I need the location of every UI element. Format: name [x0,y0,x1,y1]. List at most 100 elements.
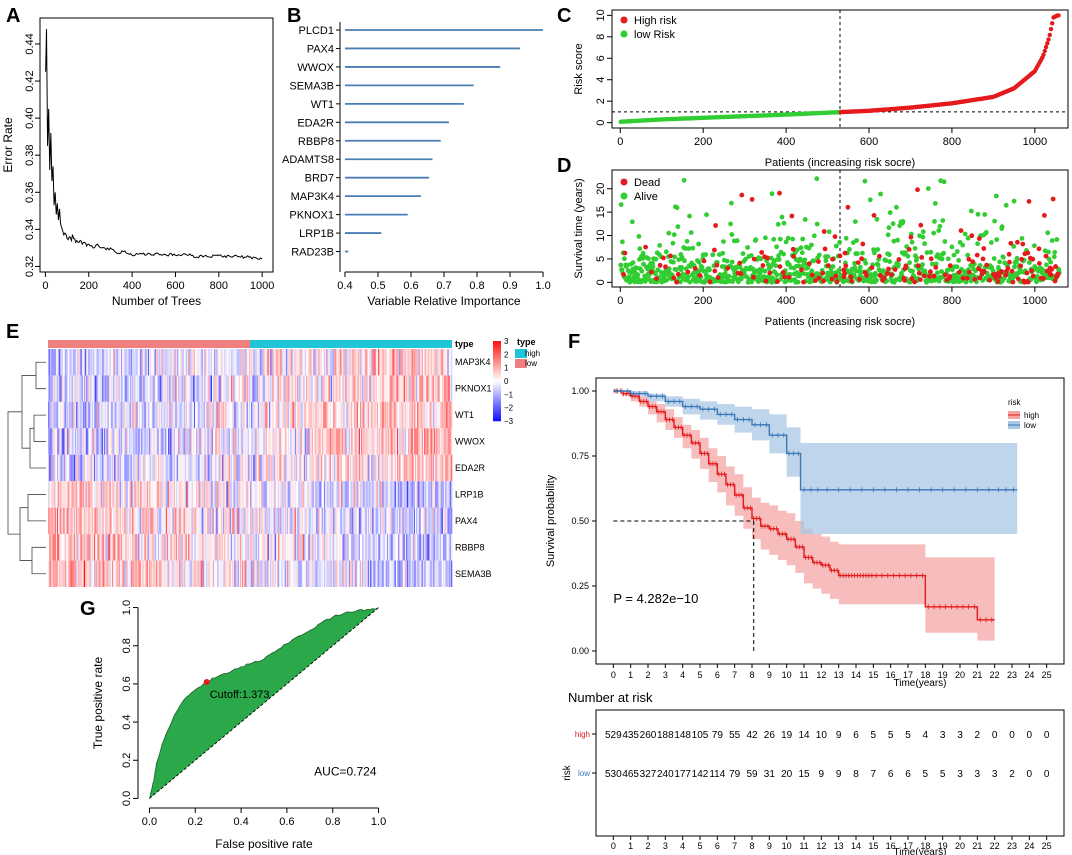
survival-point [1015,276,1021,282]
survival-point [875,247,881,252]
survival-point [896,257,902,262]
heatmap-cell [344,375,346,402]
heatmap-cell [309,375,311,402]
color-scale-tick-4: −1 [504,390,514,399]
heatmap-cell [338,375,341,402]
x-tick-label-2: 400 [123,280,141,292]
survival-point [707,279,713,285]
heatmap-cell [125,375,127,402]
heatmap-cell [397,375,399,402]
heatmap-cell [156,349,159,376]
heatmap-cell [53,349,56,376]
heatmap-cell [254,349,256,376]
heatmap-cell [58,375,60,402]
heatmap-cell [391,375,393,402]
heatmap-cell [254,375,256,402]
survival-point [1044,262,1049,268]
heatmap-cell [131,349,133,376]
heatmap-cell [427,375,429,402]
heatmap-cell [250,349,252,376]
survival-point [947,263,953,268]
heatmap-cell [87,401,89,429]
survival-point [739,192,745,198]
survival-point [681,177,687,183]
heatmap-cell [336,375,338,402]
heatmap-cell [215,349,217,376]
survival-point [912,246,918,251]
heatmap-cell [388,375,390,402]
heatmap-cell [219,349,222,376]
survival-point [857,277,862,282]
heatmap-cell [333,375,335,402]
heatmap-cell [224,375,226,402]
survival-point [843,263,849,269]
heatmap-cell [281,349,283,376]
heatmap-cell [248,375,251,402]
heatmap-cell [59,401,61,429]
heatmap-cell [88,375,90,402]
category-label-4: WT1 [311,99,334,111]
heatmap-cell [104,349,106,376]
heatmap-cell [269,375,271,402]
heatmap-cell [319,375,321,402]
survival-point [692,266,698,271]
survival-point [1006,251,1012,257]
heatmap-cell [149,375,151,402]
survival-point [758,256,764,262]
heatmap-cell [72,401,75,429]
survival-point [857,264,863,270]
color-scale-swatch [493,411,501,414]
heatmap-cell [379,349,381,376]
heatmap-cell [299,349,301,376]
heatmap-cell [181,375,183,402]
heatmap-cell [382,349,384,376]
heatmap-cell [122,349,124,376]
heatmap-cell [50,375,52,402]
heatmap-cell [290,375,292,402]
survival-point [1048,259,1053,265]
heatmap-cell [410,375,412,402]
heatmap-cell [65,349,68,376]
heatmap-cell [95,401,97,429]
survival-point [809,272,815,278]
heatmap-row-PKNOX1 [48,375,453,402]
heatmap-cell [164,375,167,402]
heatmap-cell [193,375,196,402]
heatmap-cell [282,375,284,402]
heatmap-cell [429,375,431,402]
heatmap-cell [102,349,105,376]
heatmap-cell [171,349,173,376]
color-scale-swatch [493,357,501,360]
heatmap-cell [76,349,78,376]
y-tick-label-2: 4 [595,77,607,83]
heatmap-cell [172,349,174,376]
annotation-label: type [455,339,474,349]
survival-point [748,253,754,258]
heatmap-cell [385,349,388,376]
survival-point [915,187,920,193]
heatmap-cell [296,349,298,376]
heatmap-cell [412,349,415,376]
heatmap-cell [293,349,296,376]
heatmap-cell [422,375,425,402]
survival-point [763,235,768,241]
x-axis-label: Number of Trees [112,294,201,308]
heatmap-cell [99,349,102,376]
heatmap-cell [321,349,324,376]
heatmap-cell [375,349,378,376]
survival-point [670,240,676,246]
heatmap-cell [225,349,227,376]
heatmap-cell [150,349,152,376]
survival-point [902,278,908,283]
survival-point [852,260,857,266]
survival-point [912,279,917,285]
color-scale-swatch [493,399,501,402]
color-scale-tick-1: 2 [504,350,509,359]
heatmap-cell [342,375,344,402]
survival-point [867,197,873,203]
heatmap-cell [170,375,172,402]
heatmap-cell [324,349,326,376]
heatmap-cell [272,375,274,402]
survival-point [789,213,795,219]
